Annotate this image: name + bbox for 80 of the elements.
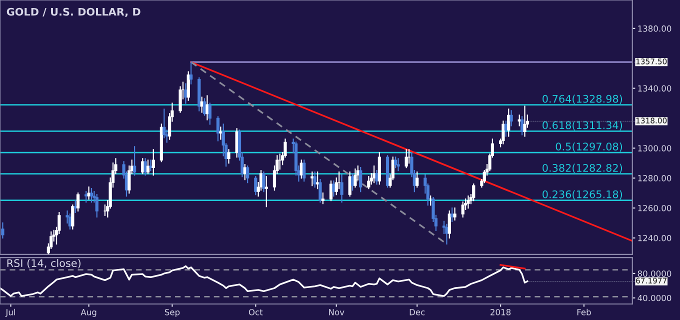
candlestick — [76, 192, 80, 212]
x-tick-label: 2018 — [490, 309, 511, 316]
candlestick — [340, 174, 344, 203]
candlestick — [302, 160, 306, 182]
candlestick — [396, 158, 400, 172]
candlestick — [149, 160, 152, 172]
candlestick — [316, 172, 320, 190]
candlestick — [502, 120, 505, 144]
x-tick-label: Sep — [164, 309, 180, 317]
candlestick — [162, 108, 166, 138]
candlestick — [84, 190, 88, 203]
candlestick — [254, 176, 258, 196]
candlestick — [146, 160, 150, 174]
y-tick-label: 1240.00 — [638, 234, 672, 242]
ref-line-label: 0.382(1282.82) — [542, 164, 622, 174]
ref-line-label: 0.764(1328.98) — [542, 94, 622, 104]
candlestick — [461, 201, 464, 218]
x-tick-label: Feb — [577, 308, 591, 316]
candlestick — [262, 172, 266, 192]
ref-line-label: 0.236(1265.18) — [542, 190, 622, 200]
candlestick — [453, 207, 456, 221]
candlestick — [190, 62, 193, 84]
candlestick — [208, 102, 212, 125]
candlestick — [510, 110, 513, 126]
candlestick — [448, 210, 451, 238]
candlestick — [1, 222, 4, 238]
candlestick — [74, 200, 77, 214]
candlestick — [472, 184, 476, 202]
candlestick — [310, 172, 314, 186]
candlestick — [450, 207, 454, 222]
candlestick — [354, 168, 357, 188]
candlestick — [152, 149, 155, 176]
candlestick — [184, 83, 188, 104]
y-tick-label: 1300.00 — [638, 145, 672, 152]
candlestick — [445, 224, 448, 244]
candlestick — [367, 176, 370, 190]
candlestick — [466, 195, 470, 209]
candlestick — [87, 186, 90, 200]
text: GOLD / U.S. DOLLAR, D — [6, 8, 140, 18]
candlestick — [264, 176, 268, 208]
ref-line-label: 0.618(1311.34) — [542, 121, 622, 130]
candlestick — [404, 149, 408, 168]
x-tick-label: Oct — [248, 309, 263, 316]
candlestick — [313, 172, 316, 188]
candlestick — [394, 156, 398, 168]
y-tick-label: 1280.00 — [638, 175, 672, 182]
candlestick — [378, 152, 381, 185]
y-tick-label: 1260.00 — [638, 204, 672, 212]
candlestick — [186, 71, 190, 101]
candlestick — [321, 192, 324, 204]
candlestick — [90, 188, 94, 203]
x-tick-label: Dec — [410, 309, 425, 316]
x-tick-label: Jul — [5, 308, 16, 317]
x-tick-label: Nov — [329, 309, 344, 316]
candlestick — [416, 172, 419, 188]
candlestick — [141, 158, 144, 174]
ref-line-label: 0.5(1297.08) — [556, 142, 622, 152]
candlestick — [359, 167, 362, 192]
candlestick — [329, 180, 333, 202]
candlestick — [523, 106, 526, 137]
y-tick-label: 80.0000 — [638, 270, 672, 277]
candlestick — [348, 172, 352, 197]
candlestick — [318, 179, 322, 203]
candlestick — [216, 116, 220, 142]
chart-title: RSI (14, close) — [7, 258, 80, 268]
y-tick-label: 40.0000 — [638, 294, 672, 302]
candlestick — [178, 86, 182, 113]
candlestick — [332, 180, 336, 197]
candlestick — [507, 108, 510, 137]
candlestick — [375, 170, 378, 185]
candlestick — [71, 204, 74, 230]
candlestick — [227, 149, 230, 164]
y-tick-label: 1380.00 — [638, 25, 672, 32]
candlestick — [95, 194, 98, 218]
candlestick — [246, 166, 250, 184]
y-tick-label: 1340.00 — [638, 85, 672, 92]
candlestick — [132, 146, 136, 176]
x-tick-label: Aug — [80, 309, 96, 317]
candlestick — [219, 126, 222, 140]
candlestick — [206, 95, 209, 120]
